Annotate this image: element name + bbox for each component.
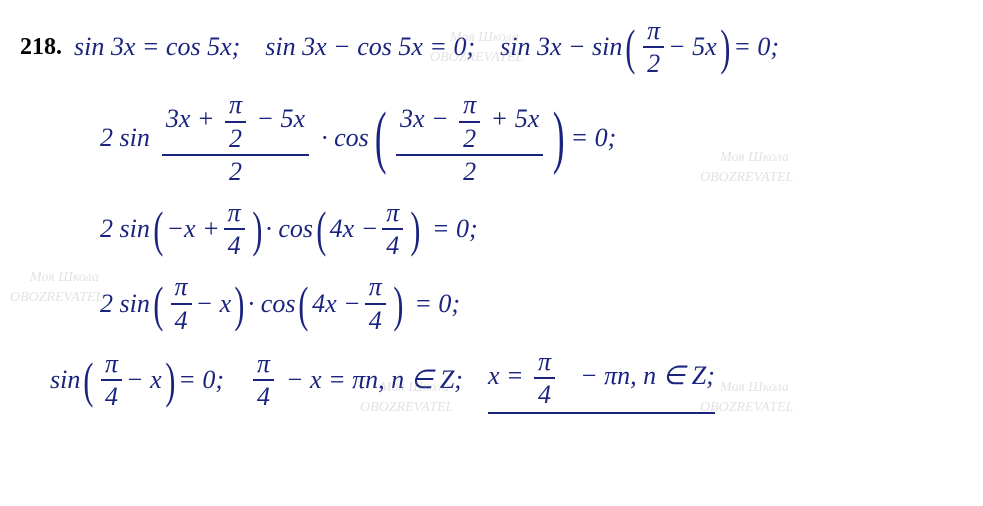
text: · cos [321, 123, 369, 153]
text: x = [488, 361, 524, 390]
t: π [459, 89, 480, 122]
t: π [534, 346, 555, 379]
text: 4x − [312, 289, 361, 319]
eq1c-pre: sin 3x − sin [500, 32, 622, 62]
t: 2 [459, 123, 480, 154]
t: 4 [382, 230, 403, 261]
text: · cos [248, 289, 296, 319]
equation-line-4: 2 sin ( π 4 − x ) · cos ( 4x − π 4 ) = 0… [100, 271, 963, 335]
text: − 5x [668, 32, 717, 62]
frac-den: 2 [459, 156, 480, 187]
t: − 5x [256, 105, 305, 134]
text: − x [126, 365, 162, 395]
text: − x = πn, n ∈ Z; [286, 365, 463, 395]
t: 4 [224, 230, 245, 261]
watermark: Моя Школа [30, 270, 99, 286]
frac-num: π [643, 15, 664, 48]
text: = 0; [178, 365, 224, 395]
problem-number: 218. [20, 34, 62, 61]
text: 4x − [330, 214, 379, 244]
t: 3x + [166, 105, 215, 134]
result-underlined: x = π 4 − πn, n ∈ Z; [488, 346, 715, 414]
t: π [224, 197, 245, 230]
eq1b: sin 3x − cos 5x = 0; [265, 32, 475, 62]
frac-den: 2 [643, 48, 664, 79]
t: π [365, 271, 386, 304]
frac-num: 3x − π 2 + 5x [396, 89, 543, 155]
frac-den: 2 [225, 156, 246, 187]
text: = 0; [414, 289, 460, 319]
equation-line-1: 218. sin 3x = cos 5x; sin 3x − cos 5x = … [20, 15, 963, 79]
t: 4 [365, 305, 386, 336]
equation-line-2: 2 sin 3x + π 2 − 5x 2 · cos ( 3x − π 2 +… [100, 89, 963, 187]
text: = 0; [733, 32, 779, 62]
equation-line-3: 2 sin ( −x + π 4 ) · cos ( 4x − π 4 ) = … [100, 197, 963, 261]
t: 2 [225, 123, 246, 154]
t: 4 [171, 305, 192, 336]
text: = 0; [571, 123, 617, 153]
text: 2 sin [100, 123, 150, 153]
text: = 0; [432, 214, 478, 244]
t: π [101, 348, 122, 381]
text: 2 sin [100, 214, 150, 244]
t: 3x − [400, 105, 449, 134]
t: π [171, 271, 192, 304]
text: − πn, n ∈ Z; [580, 361, 715, 390]
text: − x [196, 289, 232, 319]
equation-line-5: sin ( π 4 − x ) = 0; π 4 − x = πn, n ∈ Z… [50, 346, 963, 414]
t: 4 [101, 381, 122, 412]
eq1a: sin 3x = cos 5x; [74, 32, 240, 62]
watermark: OBOZREVATEL [10, 290, 103, 306]
t: π [382, 197, 403, 230]
t: π [253, 348, 274, 381]
text: −x + [167, 214, 220, 244]
text: sin [50, 365, 80, 395]
t: π [225, 89, 246, 122]
t: 4 [534, 379, 555, 410]
text: 2 sin [100, 289, 150, 319]
t: + 5x [491, 105, 540, 134]
t: 4 [253, 381, 274, 412]
frac-num: 3x + π 2 − 5x [162, 89, 309, 155]
text: · cos [265, 214, 313, 244]
